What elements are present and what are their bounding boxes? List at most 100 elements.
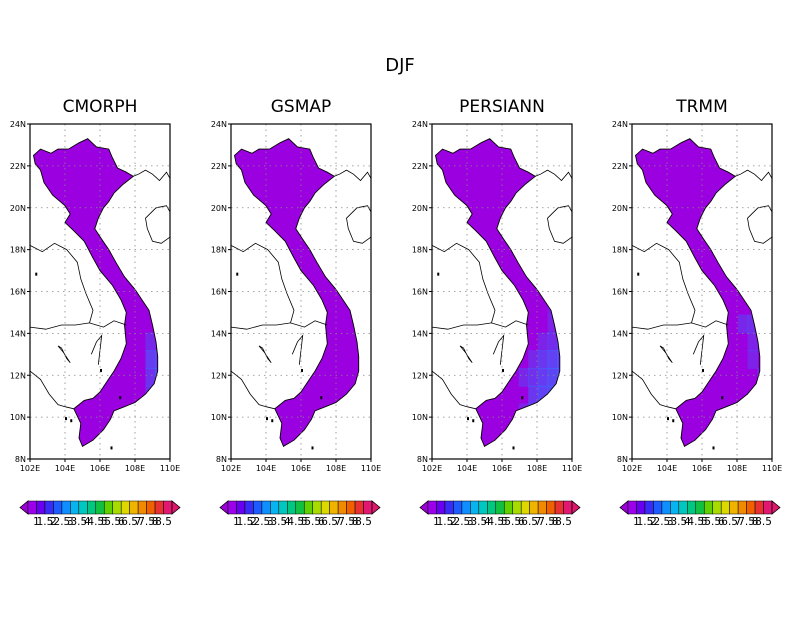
colorbar-under-arrow [19,500,29,515]
lat-tick-label: 10N [10,413,26,422]
colorbar-box [546,500,556,515]
colorbar-label: 6.5 [121,516,138,528]
precip-cell [155,367,158,387]
precip-cell [747,350,758,369]
colorbar-label: 8.5 [155,516,172,528]
precip-cell [747,332,758,352]
precip-cell [145,332,156,352]
colorbar-label: 6 [318,516,325,528]
colorbar-under-arrow [619,500,629,515]
colorbar-box [737,500,747,515]
colorbar-label: 3.5 [670,516,687,528]
lat-tick-label: 20N [211,204,227,213]
colorbar-label: 6 [118,516,125,528]
lat-tick-label: 16N [612,288,628,297]
lat-tick-label: 12N [10,371,26,380]
colorbar-box [36,500,46,515]
colorbar-label: 8.5 [355,516,372,528]
colorbar-label: 2.5 [54,516,71,528]
colorbar-box [763,500,773,515]
lon-tick-label: 108E [727,464,747,473]
lat-tick-label: 16N [10,288,26,297]
island [70,419,73,423]
colorbar-box [236,500,246,515]
precip-cell [518,367,530,387]
vietnam-outline [635,138,761,448]
panel-title: CMORPH [63,97,138,117]
colorbar-box [295,500,305,515]
colorbar-box [103,500,113,515]
lon-tick-label: 102E [20,464,40,473]
colorbar-box [27,500,37,515]
colorbar-label: 5 [701,516,708,528]
colorbar-box [337,500,347,515]
lat-tick-label: 14N [412,329,428,338]
island [512,446,515,450]
colorbar-label: 2 [650,516,657,528]
colorbar-box [227,500,237,515]
island [320,396,323,400]
island [311,446,314,450]
coastline [346,205,372,244]
coastline [431,320,529,330]
precip-cell [737,314,749,334]
island [521,396,524,400]
precip-cell [537,350,549,369]
lon-tick-label: 108E [326,464,346,473]
colorbar-box [470,500,480,515]
lon-tick-label: 102E [622,464,642,473]
coastline [459,345,473,363]
colorbar-box [312,500,322,515]
colorbar-label: 6.5 [321,516,338,528]
coastline [431,370,476,410]
coastline [29,242,94,324]
colorbar-label: 5 [501,516,508,528]
colorbar-box [320,500,330,515]
lon-tick-label: 104E [55,464,75,473]
precip-cell [528,385,539,405]
lat-tick-label: 18N [211,246,227,255]
colorbar-label: 5 [101,516,108,528]
colorbar-box [329,500,339,515]
precip-cell [145,350,156,369]
colorbar-box [44,500,54,515]
colorbar-label: 3 [67,516,74,528]
colorbar-label: 5.5 [704,516,721,528]
colorbar-label: 4.5 [687,516,704,528]
precip-cell [528,350,539,369]
coastline [133,169,171,182]
colorbar-under-arrow [219,500,229,515]
colorbar-over-arrow [571,500,581,515]
colorbar-box [678,500,688,515]
colorbar-label: 4 [684,516,691,528]
lon-tick-label: 106E [692,464,712,473]
precip-cell [547,314,558,334]
colorbar-box [78,500,88,515]
colorbar-box [695,500,705,515]
colorbar-label: 3.5 [270,516,287,528]
lat-tick-label: 24N [10,120,26,129]
lat-tick-label: 18N [612,246,628,255]
colorbar-box [487,500,497,515]
coastline [659,345,673,363]
coastline [747,205,773,244]
lon-tick-label: 102E [422,464,442,473]
lat-tick-label: 22N [211,162,227,171]
colorbar-label: 2 [450,516,457,528]
lat-tick-label: 10N [412,413,428,422]
colorbar-box [287,500,297,515]
island [437,272,440,276]
lon-tick-label: 102E [221,464,241,473]
colorbar-label: 1 [633,516,640,528]
vietnam-precip-field [435,138,560,447]
precip-cell [757,367,760,387]
lon-tick-label: 104E [657,464,677,473]
colorbar-over-arrow [171,500,181,515]
colorbar-label: 5.5 [104,516,121,528]
coastline [535,169,573,182]
lat-tick-label: 22N [612,162,628,171]
colorbar-box [720,500,730,515]
island [110,446,113,450]
lat-tick-label: 10N [612,413,628,422]
lon-tick-label: 104E [457,464,477,473]
